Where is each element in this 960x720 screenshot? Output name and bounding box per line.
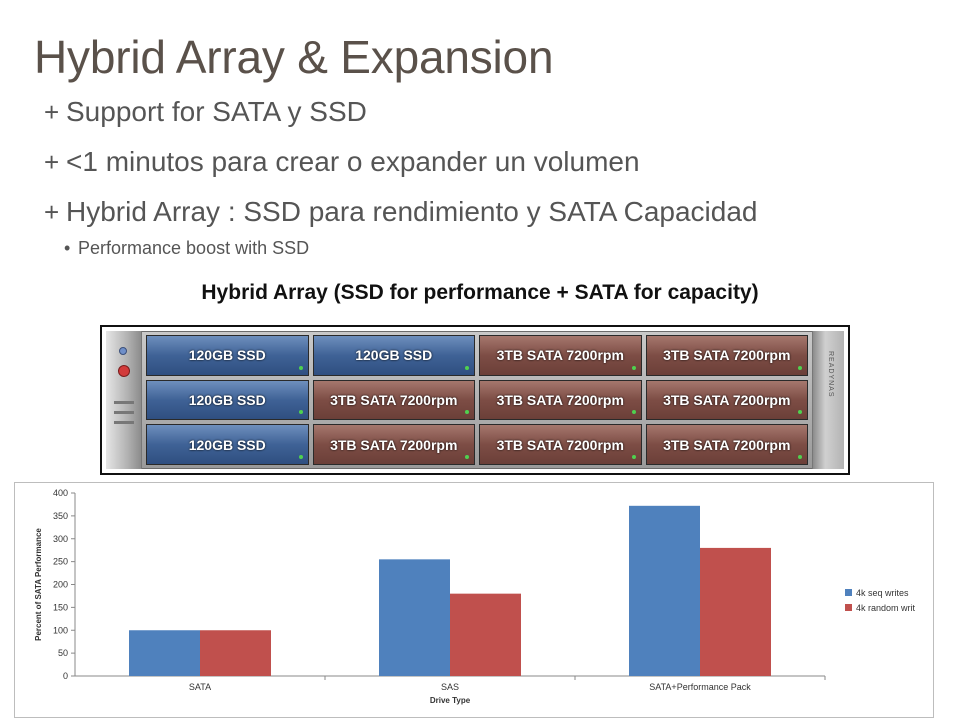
drive-bay-label: 120GB SSD — [188, 347, 266, 364]
chart-svg: 0 50 100 150 200 250 300 350 400 Percent of SATA … — [34, 488, 916, 705]
legend-swatch — [845, 589, 852, 596]
drive-bay-label: 3TB SATA 7200rpm — [663, 391, 791, 408]
drive-bay-ssd: 120GB SSD — [312, 335, 475, 376]
drive-bay-label: 120GB SSD — [355, 347, 433, 364]
drive-bay-sata: 3TB SATA 7200rpm — [645, 424, 808, 465]
y-axis-title: Percent of SATA Performance — [34, 528, 43, 641]
performance-chart: 0 50 100 150 200 250 300 350 400 Percent of SATA … — [14, 482, 934, 718]
drive-bay-label: 3TB SATA 7200rpm — [496, 391, 624, 408]
drive-activity-led-icon — [631, 410, 636, 415]
bullet-text: Support for SATA y SSD — [66, 96, 367, 127]
sub-bullet-text: Performance boost with SSD — [78, 238, 310, 258]
legend-label: 4k seq writes — [856, 588, 909, 598]
drive-bay-label: 120GB SSD — [188, 391, 266, 408]
server-rack-image: READYNAS 120GB SSD 120GB SSD 3TB SATA 7200… — [100, 325, 850, 475]
plus-bullet-icon: + — [44, 97, 60, 127]
bullet-item: + <1 minutos para crear o expander un vo… — [44, 146, 924, 196]
bar-4k-seq-writes — [379, 559, 450, 676]
vent-slot-icon — [114, 421, 134, 424]
y-tick-label: 50 — [58, 648, 68, 658]
y-tick-label: 0 — [63, 671, 68, 681]
drive-bay-sata: 3TB SATA 7200rpm — [645, 335, 808, 376]
plus-bullet-icon: + — [44, 197, 60, 227]
y-tick-label: 200 — [53, 580, 68, 590]
drive-bay-ssd: 120GB SSD — [146, 335, 309, 376]
slide-title: Hybrid Array & Expansion — [34, 31, 554, 83]
legend-label: 4k random writ — [856, 603, 916, 613]
y-tick-label: 150 — [53, 602, 68, 612]
drive-activity-led-icon — [465, 365, 469, 370]
drive-activity-led-icon — [798, 410, 802, 415]
x-tick-label: SAS — [441, 682, 459, 692]
plus-bullet-icon: + — [44, 147, 60, 177]
drive-activity-led-icon — [298, 455, 303, 459]
drive-bay-label: 3TB SATA 7200rpm — [496, 347, 624, 364]
drive-activity-led-icon — [798, 365, 802, 370]
bar-4k-random-writ — [700, 547, 771, 676]
y-tick-label: 100 — [53, 625, 68, 635]
drive-bay-sata: 3TB SATA 7200rpm — [645, 379, 808, 421]
drive-bay-label: 120GB SSD — [188, 436, 266, 453]
drive-activity-led-icon — [631, 455, 636, 459]
y-tick-label: 250 — [53, 557, 68, 567]
drive-bay-sata: 3TB SATA 7200rpm — [312, 424, 475, 465]
vent-slot-icon — [114, 401, 134, 404]
bullet-item: + Support for SATA y SSD — [44, 96, 924, 146]
drive-activity-led-icon — [298, 365, 303, 370]
drive-bay-sata: 3TB SATA 7200rpm — [479, 335, 642, 376]
drive-bay-sata: 3TB SATA 7200rpm — [312, 379, 475, 421]
rack-left-ear — [106, 331, 142, 469]
x-tick-label: SATA+Performance Pack — [649, 682, 751, 692]
drive-bay-label: 3TB SATA 7200rpm — [330, 391, 458, 408]
drive-bay-label: 3TB SATA 7200rpm — [663, 436, 791, 453]
drive-activity-led-icon — [465, 410, 469, 415]
drive-activity-led-icon — [298, 410, 303, 415]
rack-right-ear: READYNAS — [812, 331, 844, 469]
drive-activity-led-icon — [465, 455, 469, 459]
bar-4k-seq-writes — [129, 630, 200, 676]
drive-bay-sata: 3TB SATA 7200rpm — [479, 379, 642, 421]
x-axis-title: Drive Type — [430, 696, 471, 705]
drive-bay-label: 3TB SATA 7200rpm — [496, 436, 624, 453]
drive-bay-label: 3TB SATA 7200rpm — [663, 347, 791, 364]
bar-4k-random-writ — [200, 630, 271, 676]
drive-bay-sata: 3TB SATA 7200rpm — [479, 424, 642, 465]
bullet-text: Hybrid Array : SSD para rendimiento y SA… — [66, 196, 758, 227]
y-tick-label: 400 — [53, 488, 68, 498]
vent-slot-icon — [114, 411, 134, 414]
bar-4k-random-writ — [450, 593, 521, 676]
figure-caption: Hybrid Array (SSD for performance + SATA… — [201, 281, 759, 304]
drive-bay-ssd: 120GB SSD — [146, 424, 309, 465]
legend-swatch — [845, 604, 852, 611]
bullet-list: + Support for SATA y SSD + <1 minutos pa… — [44, 96, 924, 259]
y-tick-label: 350 — [53, 511, 68, 521]
drive-bay-ssd: 120GB SSD — [146, 379, 309, 421]
power-led-icon — [119, 347, 127, 355]
status-led-icon — [118, 365, 130, 377]
sub-bullet-item: • Performance boost with SSD — [64, 238, 924, 259]
dot-bullet-icon: • — [64, 238, 71, 258]
drive-bays: 120GB SSD 120GB SSD 3TB SATA 7200rpm 3TB SA… — [146, 335, 808, 465]
drive-activity-led-icon — [631, 365, 636, 370]
rack-brand-text: READYNAS — [827, 351, 834, 398]
bullet-text: <1 minutos para crear o expander un volu… — [66, 146, 640, 177]
x-tick-label: SATA — [189, 682, 211, 692]
drive-bay-label: 3TB SATA 7200rpm — [330, 436, 458, 453]
y-tick-label: 300 — [53, 534, 68, 544]
bullet-item: + Hybrid Array : SSD para rendimiento y … — [44, 196, 924, 246]
drive-activity-led-icon — [798, 455, 802, 459]
bar-4k-seq-writes — [629, 505, 700, 676]
